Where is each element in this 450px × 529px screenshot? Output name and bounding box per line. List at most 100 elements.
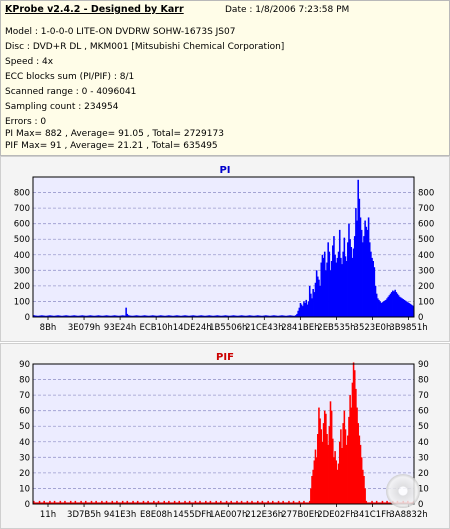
pi-data-bar: [321, 254, 324, 317]
pi-data-bar: [302, 306, 304, 317]
pi-data-bar: [191, 315, 193, 317]
pi-data-bar: [367, 217, 370, 317]
pif-data-bar: [110, 502, 112, 504]
pi-data-bar: [325, 270, 327, 317]
pif-data-bar: [373, 502, 376, 504]
pi-data-bar: [51, 315, 54, 317]
pif-data-bar: [78, 502, 80, 504]
pi-data-bar: [403, 299, 406, 317]
pif-chart: 0 0 10 10 20 20 30 30 40 40 50 50 60 60 70 70 80 80 90 90 11…: [19, 360, 429, 520]
pif-data-bar: [108, 502, 110, 504]
info-panel: KProbe v2.4.2 - Designed by Karr Date : …: [0, 0, 450, 156]
pif-ytick-right: 10: [418, 484, 429, 494]
pif-data-bar: [186, 502, 189, 504]
pi-data-bar: [59, 315, 62, 317]
pif-ytick-left: 80: [19, 376, 30, 386]
pi-data-bar: [63, 315, 65, 317]
pi-data-bar: [148, 315, 151, 317]
pi-data-bar: [87, 315, 89, 317]
pi-data-bar: [91, 315, 94, 317]
pif-data-bar: [378, 502, 380, 504]
pi-data-bar: [343, 237, 346, 317]
pi-data-bar: [306, 304, 309, 317]
pif-data-bar: [207, 502, 209, 504]
pif-data-bar: [290, 502, 293, 504]
pif-data-bar: [38, 500, 41, 504]
pi-data-bar: [248, 315, 251, 317]
disc-logo-icon: [386, 474, 420, 508]
pif-data-bar: [202, 502, 205, 504]
pif-data-bar: [84, 500, 87, 504]
pif-data-bar: [97, 502, 100, 504]
pif-data-bar: [366, 502, 369, 504]
pi-data-bar: [37, 315, 40, 317]
pi-data-bar: [270, 315, 273, 317]
pif-data-bar: [325, 413, 327, 504]
pi-data-bar: [42, 315, 44, 317]
pi-data-bar: [292, 315, 295, 317]
pi-data-bar: [218, 315, 221, 317]
pif-data-bar: [275, 502, 278, 504]
pif-data-bar: [129, 502, 132, 504]
pi-data-bar: [76, 315, 79, 317]
pif-xtick-label: 3D7B5h: [67, 510, 101, 520]
pi-xtick-label: 21CE43h: [245, 323, 283, 333]
pif-data-bar: [106, 502, 109, 504]
pi-data-bar: [260, 315, 262, 317]
pi-data-bar: [203, 315, 206, 317]
pi-data-bar: [185, 315, 187, 317]
pif-data-bar: [68, 502, 71, 504]
pif-xtick-label: 1AE007h: [209, 510, 247, 520]
pi-data-bar: [330, 261, 333, 317]
pi-data-bar: [356, 220, 358, 317]
pi-xtick-label: 93E24h: [104, 323, 136, 333]
pif-data-bar: [355, 388, 357, 504]
pi-data-bar: [307, 301, 310, 317]
pi-data-bar: [396, 293, 399, 317]
pi-data-bar: [241, 315, 244, 317]
pi-data-bar: [116, 315, 118, 317]
pif-data-bar: [113, 502, 116, 504]
pif-data-bar: [209, 500, 212, 504]
pi-data-bar: [65, 315, 67, 317]
pi-data-bar: [200, 315, 202, 317]
pi-data-bar: [379, 301, 381, 317]
pi-data-bar: [96, 315, 99, 317]
pif-data-bar: [237, 502, 239, 504]
pif-data-bar: [386, 500, 388, 504]
app-title: KProbe v2.4.2 - Designed by Karr: [5, 4, 184, 15]
pif-data-bar: [112, 502, 115, 504]
pi-data-bar: [160, 315, 162, 317]
pi-data-bar: [355, 208, 357, 317]
pif-data-bar: [158, 502, 161, 504]
pif-data-bar: [203, 502, 206, 504]
pif-data-bar: [124, 502, 126, 504]
pif-data-bar: [188, 500, 191, 504]
pif-data-bar: [166, 502, 169, 504]
pi-data-bar: [371, 257, 373, 317]
pi-data-bar: [88, 315, 90, 317]
pi-data-bar: [169, 315, 171, 317]
pi-data-bar: [86, 315, 88, 317]
pi-data-bar: [125, 307, 127, 317]
pi-data-bar: [398, 296, 401, 317]
pi-data-bar: [407, 302, 409, 317]
pi-data-bar: [297, 310, 299, 317]
pi-data-bar: [275, 315, 278, 317]
pi-data-bar: [170, 315, 172, 317]
pi-data-bar: [370, 251, 372, 317]
pi-data-bar: [340, 257, 342, 317]
pi-data-bar: [165, 315, 168, 317]
pif-data-bar: [287, 502, 289, 504]
pif-data-bar: [128, 502, 131, 504]
pi-data-bar: [155, 315, 157, 317]
pif-data-bar: [191, 502, 193, 504]
pi-data-bar: [273, 315, 275, 317]
pif-data-bar: [177, 502, 179, 504]
pi-data-bar: [266, 315, 268, 317]
pif-data-bar: [116, 500, 118, 504]
pif-data-bar: [248, 502, 251, 504]
pif-data-bar: [169, 502, 171, 504]
pi-data-bar: [274, 315, 276, 317]
pif-data-bar: [341, 448, 343, 504]
